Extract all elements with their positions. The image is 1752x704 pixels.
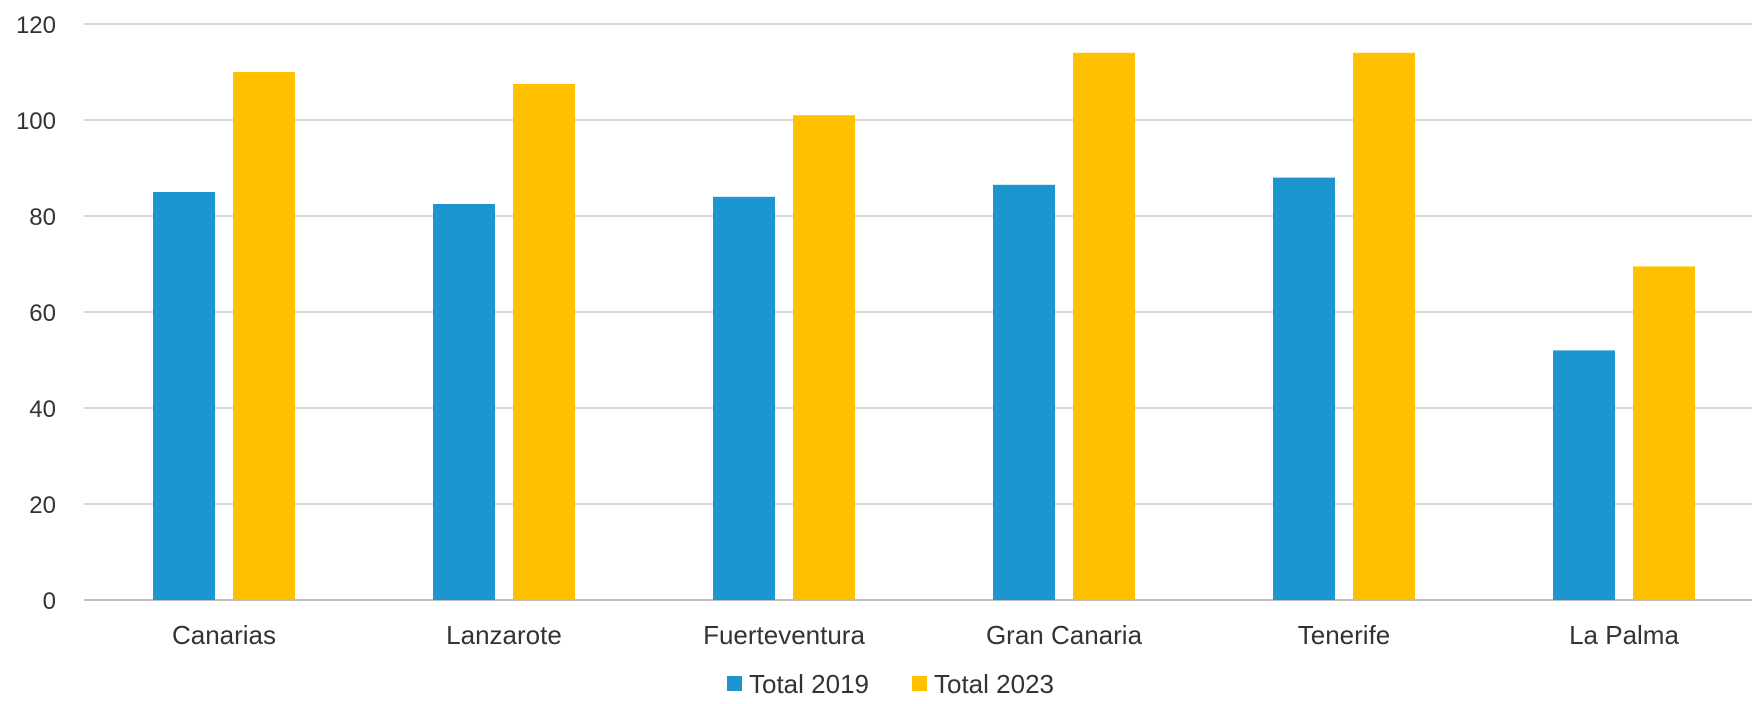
y-tick-label: 80: [29, 204, 56, 231]
gridlines: [84, 23, 1752, 601]
bar-total-2019-lanzarote: [433, 204, 495, 600]
bar-total-2019-tenerife: [1273, 177, 1335, 600]
x-category-label: Gran Canaria: [986, 620, 1143, 650]
bars: [153, 52, 1695, 601]
bar-total-2019-gran-canaria: [993, 184, 1055, 601]
bar-total-2019-canarias: [153, 192, 215, 600]
y-tick-label: 120: [16, 12, 56, 39]
x-category-label: La Palma: [1569, 620, 1679, 650]
bar-total-2023-lanzarote: [513, 84, 575, 600]
bar-total-2023-tenerife: [1353, 52, 1415, 601]
x-axis-labels: Canarias Lanzarote Fuerteventura Gran Canar…: [172, 620, 1679, 650]
bar-total-2019-fuerteventura: [713, 196, 775, 601]
x-category-label: Canarias: [172, 620, 276, 650]
legend-label: Total 2023: [934, 669, 1054, 699]
bar-total-2023-canarias: [233, 72, 295, 600]
y-tick-label: 0: [43, 588, 56, 615]
x-category-label: Tenerife: [1298, 620, 1391, 650]
bar-total-2023-gran-canaria: [1073, 52, 1135, 601]
bar-total-2023-la-palma: [1633, 266, 1695, 600]
y-tick-label: 60: [29, 300, 56, 327]
x-category-label: Fuerteventura: [703, 620, 865, 650]
legend-swatch: [912, 676, 927, 691]
bar-total-2023-fuerteventura: [793, 115, 855, 600]
y-tick-label: 100: [16, 108, 56, 135]
y-tick-label: 40: [29, 396, 56, 423]
legend: Total 2019 Total 2023: [727, 669, 1054, 699]
x-category-label: Lanzarote: [446, 620, 562, 650]
y-tick-label: 20: [29, 492, 56, 519]
bar-total-2019-la-palma: [1553, 350, 1615, 600]
y-axis-ticks: 0 20 40 60 80 100 120: [16, 12, 56, 615]
legend-swatch: [727, 676, 742, 691]
legend-label: Total 2019: [749, 669, 869, 699]
